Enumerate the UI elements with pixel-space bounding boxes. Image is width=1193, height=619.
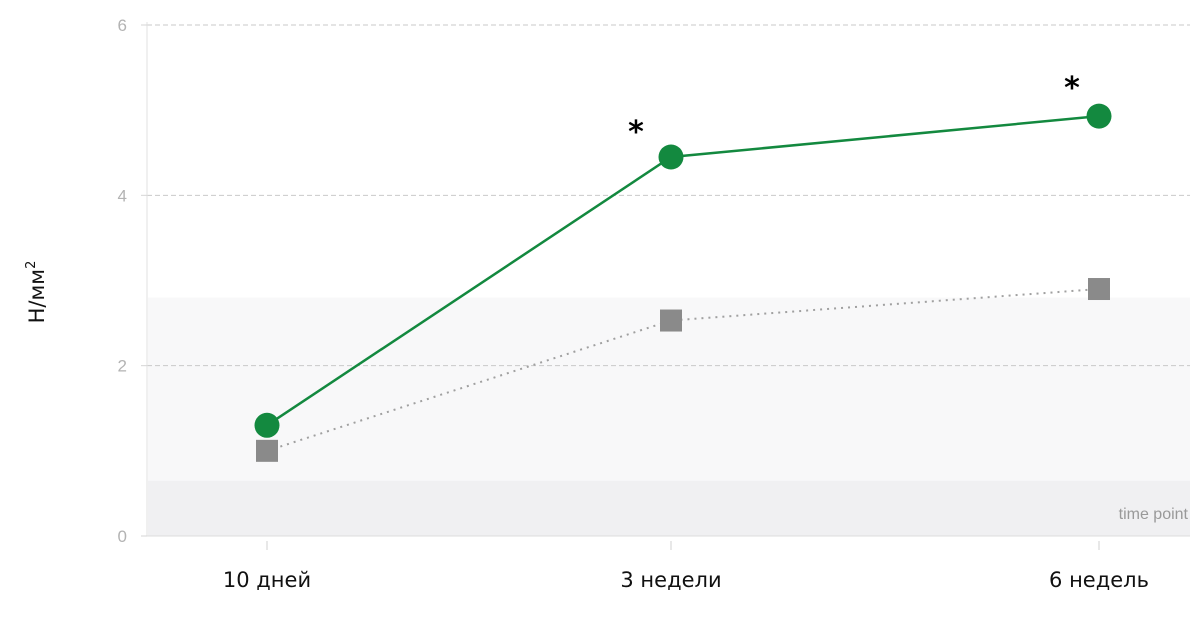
series-1-point-1 (660, 309, 682, 332)
series-0 (254, 103, 1112, 438)
y-tick-label-3: 6 (118, 16, 127, 35)
gridlines (147, 24, 1190, 367)
series-1-point-0 (256, 439, 278, 462)
series-0-point-0 (254, 412, 280, 438)
series-0-point-1 (658, 144, 684, 170)
y-axis-title: Н/мм2 (24, 261, 49, 324)
series (254, 103, 1112, 462)
significance-marks: ** (628, 71, 1080, 150)
x-tick-label-0: 10 дней (223, 568, 311, 592)
axes (146, 22, 1190, 537)
series-1-point-2 (1088, 278, 1110, 301)
y-axis-title-superscript: 2 (24, 261, 39, 269)
background-band-0 (148, 480, 1190, 536)
series-0-point-2 (1086, 103, 1112, 129)
significance-marker-1: * (1064, 71, 1080, 106)
time-point-annotation: time point (1119, 506, 1189, 523)
y-axis-title-text: Н/мм (25, 269, 49, 324)
y-ticks: 0 2 4 6 (118, 16, 147, 546)
y-tick-label-0: 0 (118, 527, 127, 546)
series-1-line (266, 288, 1100, 452)
x-tick-label-1: 3 недели (620, 568, 721, 592)
y-tick-label-2: 4 (118, 186, 127, 205)
significance-marker-0: * (628, 115, 644, 150)
background-bands (148, 297, 1190, 536)
series-1 (256, 278, 1110, 462)
x-tick-label-2: 6 недель (1049, 568, 1149, 592)
svg-text:Н/мм2: Н/мм2 (24, 261, 49, 324)
x-ticks: 10 дней 3 недели 6 недель (223, 541, 1149, 592)
y-tick-label-1: 2 (118, 357, 127, 376)
